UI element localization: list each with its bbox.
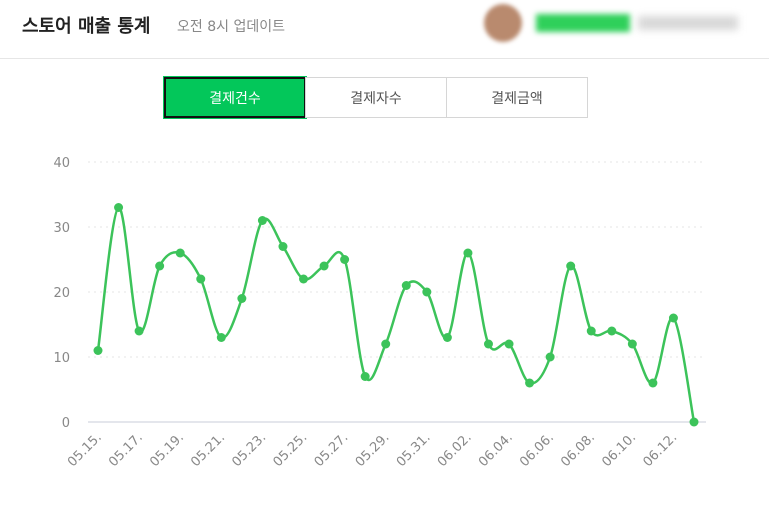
point — [586, 326, 596, 336]
point — [237, 294, 247, 303]
blurred-badge — [536, 14, 630, 32]
point — [463, 248, 473, 258]
point — [278, 242, 288, 251]
x-tick-label: 06.10. — [599, 430, 639, 470]
point — [134, 326, 144, 336]
point — [525, 378, 535, 388]
x-tick-label: 06.04. — [476, 430, 516, 470]
point — [299, 274, 309, 284]
x-tick-label: 06.02. — [435, 430, 475, 470]
point — [257, 216, 267, 225]
line — [96, 206, 696, 423]
point — [381, 339, 391, 349]
y-tick-label: 40 — [53, 156, 70, 171]
x-tick-label: 05.23. — [229, 430, 269, 470]
x-tick-label: 05.29. — [353, 430, 393, 470]
x-tick-label: 05.15. — [65, 430, 105, 470]
point — [196, 274, 206, 284]
point — [93, 346, 103, 355]
point — [422, 287, 432, 297]
point — [319, 261, 329, 271]
x-tick-label: 05.19. — [147, 430, 187, 470]
x-tick-label: 05.21. — [188, 430, 228, 470]
point — [360, 372, 370, 381]
point — [401, 281, 411, 290]
point — [114, 203, 124, 212]
point — [340, 255, 350, 264]
update-time: 오전 8시 업데이트 — [177, 19, 285, 35]
point — [689, 417, 699, 427]
header: 스토어 매출 통계 오전 8시 업데이트 — [0, 0, 769, 59]
point — [216, 333, 226, 342]
point — [155, 261, 165, 271]
profile-avatar[interactable] — [484, 4, 522, 42]
x-tick-label: 06.12. — [640, 430, 680, 470]
x-tick-label: 05.17. — [106, 430, 146, 470]
y-tick-label: 20 — [53, 286, 70, 301]
y-tick-label: 10 — [53, 351, 70, 366]
point — [504, 339, 514, 349]
point — [175, 248, 185, 258]
tab[interactable]: 결제자수 — [305, 77, 447, 118]
point — [545, 352, 555, 362]
x-tick-label: 06.06. — [517, 430, 557, 470]
x-tick-label: 06.08. — [558, 430, 598, 470]
point — [627, 339, 637, 349]
x-tick-label: 05.25. — [270, 430, 310, 470]
x-tick-label: 05.31. — [394, 430, 434, 470]
point — [566, 261, 576, 271]
tab[interactable]: 결제금액 — [446, 77, 588, 118]
page-title: 스토어 매출 통계 — [22, 16, 151, 37]
point — [668, 313, 678, 323]
x-tick-label: 05.27. — [312, 430, 352, 470]
point — [607, 326, 617, 336]
metric-tabs: 결제건수 결제자수 결제금액 — [164, 77, 588, 118]
point — [442, 333, 452, 342]
y-tick-label: 0 — [62, 416, 70, 431]
blurred-store-name — [638, 16, 738, 30]
point — [483, 339, 493, 349]
point — [648, 378, 658, 388]
y-tick-label: 30 — [53, 221, 70, 236]
